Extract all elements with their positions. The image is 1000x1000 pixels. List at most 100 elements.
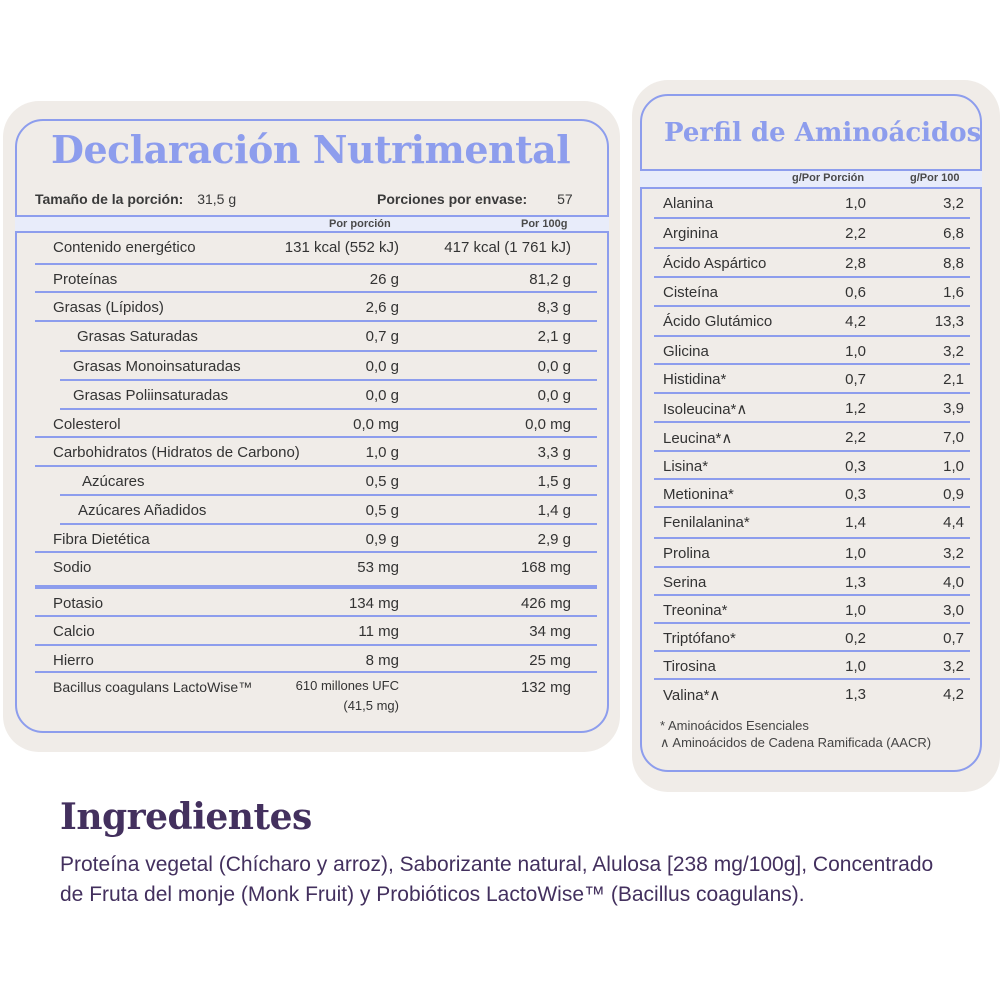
nutrient-per-portion: 0,0 g [365,358,399,375]
amino-label: Valina*∧ [663,687,721,704]
servings-value: 57 [557,191,573,207]
nutrient-label: Azúcares [82,473,145,490]
amino-per-portion: 1,3 [845,574,866,591]
amino-per-100: 3,2 [943,195,964,212]
ingredients-text: Proteína vegetal (Chícharo y arroz), Sab… [60,853,934,906]
nutrient-per-portion: 0,0 g [365,387,399,404]
nutrient-per-100g: 81,2 g [529,271,571,288]
ingredients-title: Ingredientes [60,796,312,838]
amino-label: Lisina* [663,458,709,475]
amino-per-portion: 1,4 [845,514,866,531]
amino-label: Tirosina [663,658,716,675]
amino-label: Metionina* [663,486,734,503]
amino-per-portion: 1,0 [845,602,866,619]
table-row: Grasas Poliinsaturadas 0,0 g 0,0 g [60,381,597,410]
amino-label: Ácido Glutámico [663,313,773,330]
amino-label: Glicina [663,343,709,360]
nutrient-label: Grasas (Lípidos) [53,299,164,316]
table-row: Triptófano* 0,2 0,7 [654,624,970,652]
table-row: Azúcares Añadidos 0,5 g 1,4 g [60,496,597,525]
amino-per-portion: 0,6 [845,284,866,301]
amino-per-100: 1,0 [943,458,964,475]
column-per-portion: Por porción [329,218,391,230]
table-row: Isoleucina*∧ 1,2 3,9 [654,394,970,423]
nutrient-per-100g: 34 mg [529,623,571,640]
amino-label: Alanina [663,195,714,212]
table-row: Valina*∧ 1,3 4,2 [654,680,970,712]
nutrient-per-portion: 26 g [369,271,399,288]
nutrient-label: Fibra Dietética [53,531,150,548]
table-row: Treonina* 1,0 3,0 [654,596,970,624]
table-row: Grasas Monoinsaturadas 0,0 g 0,0 g [60,352,597,381]
nutrient-label: Bacillus coagulans LactoWise™ [53,679,253,695]
nutrient-per-100g: 1,5 g [537,473,571,490]
amino-label: Treonina* [663,602,728,619]
amino-column-header: g/Por Porción g/Por 100 [640,169,982,189]
table-row: Sodio 53 mg 168 mg [35,553,597,589]
nutrient-per-100g: 426 mg [520,595,571,612]
nutrient-per-portion: 11 mg [358,623,399,640]
amino-per-100: 1,6 [943,284,964,301]
amino-label: Serina [663,574,707,591]
table-row: Contenido energético 131 kcal (552 kJ) 4… [35,233,597,265]
amino-per-100: 0,7 [943,630,964,647]
amino-per-100: 8,8 [943,255,964,272]
table-row: Alanina 1,0 3,2 [654,189,970,219]
nutrient-per-portion: 2,6 g [365,299,399,316]
table-row: Proteínas 26 g 81,2 g [35,265,597,293]
amino-per-100: 3,0 [943,602,964,619]
table-row: Fenilalanina* 1,4 4,4 [654,508,970,539]
amino-label: Histidina* [663,371,727,388]
amino-per-100: 6,8 [943,225,964,242]
table-row: Histidina* 0,7 2,1 [654,365,970,394]
essential-amino-note: * Aminoácidos Esenciales [660,718,809,733]
amino-per-100: 3,2 [943,343,964,360]
nutrient-per-100g: 2,9 g [537,531,571,548]
amino-per-portion: 1,0 [845,658,866,675]
amino-title: Perfil de Aminoácidos [664,118,982,148]
table-row: Bacillus coagulans LactoWise™ 610 millon… [35,673,597,721]
nutrient-label: Hierro [53,652,94,669]
nutrient-per-portion: 0,7 g [365,328,399,345]
nutrient-label: Sodio [53,559,92,576]
nutrient-per-portion: 8 mg [365,652,399,669]
nutrient-label: Colesterol [53,416,121,433]
amino-label: Isoleucina*∧ [663,401,748,418]
servings-per-container: Porciones por envase: 57 [377,191,573,207]
amino-per-100: 2,1 [943,371,964,388]
amino-per-portion: 1,3 [845,686,866,703]
amino-label: Fenilalanina* [663,514,750,531]
amino-per-100: 3,2 [943,545,964,562]
nutrient-label: Azúcares Añadidos [78,502,207,519]
amino-per-portion: 0,3 [845,486,866,503]
nutrition-facts-card: Declaración Nutrimental Tamaño de la por… [3,101,620,752]
nutrition-title: Declaración Nutrimental [51,127,571,172]
nutrient-per-portion: 1,0 g [365,444,399,461]
table-row: Colesterol 0,0 mg 0,0 mg [35,410,597,438]
serving-size: Tamaño de la porción: 31,5 g [35,191,236,207]
amino-per-100: 4,4 [943,514,964,531]
table-row: Serina 1,3 4,0 [654,568,970,596]
amino-per-portion: 1,0 [845,343,866,360]
table-row: Glicina 1,0 3,2 [654,337,970,365]
nutrient-per-100g: 168 mg [520,559,571,576]
nutrient-per-portion-line1: 610 millones UFC [295,678,399,693]
amino-per-100: 4,0 [943,574,964,591]
amino-per-100: 7,0 [943,429,964,446]
amino-per-portion: 2,2 [845,429,866,446]
amino-per-100: 13,3 [934,313,964,330]
amino-label: Prolina [663,545,710,562]
amino-per-100: 0,9 [943,486,964,503]
amino-per-portion: 2,2 [845,225,866,242]
amino-per-100: 4,2 [943,686,964,703]
amino-per-portion: 1,0 [845,195,866,212]
table-row: Carbohidratos (Hidratos de Carbono) 1,0 … [35,438,597,467]
nutrient-per-100g: 132 mg [520,679,571,696]
nutrient-per-portion: 0,0 mg [353,416,399,433]
serving-size-value: 31,5 g [197,191,237,207]
nutrient-per-portion: 0,9 g [365,531,399,548]
nutrient-label: Grasas Saturadas [77,328,198,345]
nutrient-per-portion: 134 mg [348,595,399,612]
amino-per-100: 3,9 [943,400,964,417]
table-row: Lisina* 0,3 1,0 [654,452,970,480]
